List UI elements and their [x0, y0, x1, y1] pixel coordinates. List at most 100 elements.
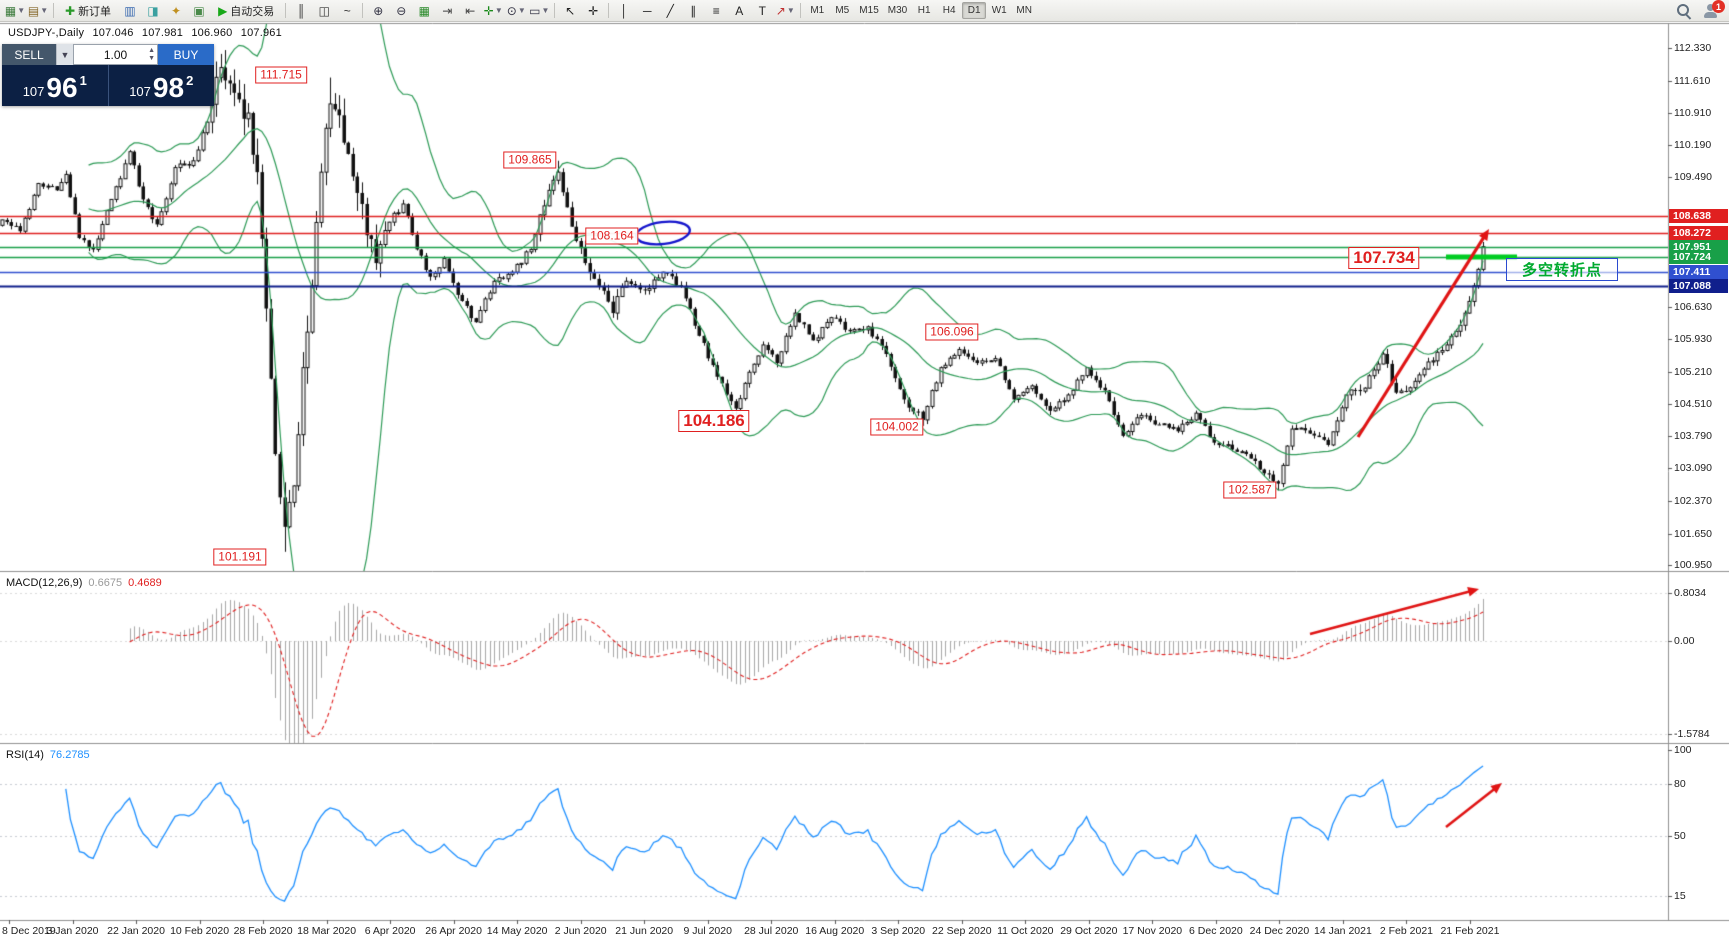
date-axis-label: 3 Jan 2020: [46, 925, 99, 937]
price-axis-label: 111.610: [1674, 74, 1711, 87]
price-annotation-label[interactable]: 106.096: [925, 323, 979, 341]
rsi-name: RSI(14): [6, 749, 44, 761]
price-axis-label: 105.930: [1674, 333, 1712, 345]
timeframe-m5-button[interactable]: M5: [835, 5, 850, 16]
indicators-button[interactable]: ✛ ▼: [482, 2, 504, 20]
volume-up-button[interactable]: ▲: [148, 47, 155, 54]
buy-button[interactable]: BUY: [158, 44, 214, 65]
trendline-icon: ╱: [666, 3, 674, 18]
new-order-button[interactable]: ✚ 新订单: [58, 2, 118, 20]
timeframe-mn-button[interactable]: MN: [1016, 5, 1032, 16]
new-chart-icon: ▦: [4, 3, 17, 18]
search-icon[interactable]: [1676, 3, 1692, 19]
date-axis-label: 8 Dec 2019: [2, 925, 56, 937]
macd-axis-label: -1.5784: [1674, 728, 1710, 741]
price-annotation-label[interactable]: 109.865: [503, 151, 557, 169]
price-annotation-label[interactable]: 111.715: [255, 66, 307, 84]
one-click-trading-panel: SELL ▼ 1.00 ▲ ▼ BUY 107 96 1 107 98 2: [2, 44, 214, 106]
community-account-icon[interactable]: 1: [1702, 0, 1725, 19]
templates-button-dropdown-icon[interactable]: ▼: [541, 6, 550, 15]
timeframe-w1-button[interactable]: W1: [991, 5, 1007, 16]
volume-spinner: ▲ ▼: [148, 47, 155, 63]
text-button[interactable]: A: [728, 2, 750, 20]
tile-windows-button[interactable]: ▦: [413, 2, 435, 20]
market-watch-button[interactable]: ▥: [119, 2, 141, 20]
periods-button-dropdown-icon[interactable]: ▼: [517, 6, 526, 15]
timeframe-m1-button[interactable]: M1: [810, 5, 825, 16]
vertical-line-button[interactable]: │: [613, 2, 635, 20]
timeframe-h4-button[interactable]: H4: [942, 5, 956, 16]
price-annotation-label[interactable]: 101.191: [213, 548, 267, 566]
price-annotation-label[interactable]: 104.002: [870, 418, 924, 436]
sell-price-button[interactable]: 107 96 1: [2, 65, 108, 106]
buy-price-button[interactable]: 107 98 2: [109, 65, 215, 106]
fibonacci-icon: ≡: [712, 3, 720, 18]
autotrade-button[interactable]: ▶ 自动交易: [211, 2, 281, 20]
new-chart-button-dropdown-icon[interactable]: ▼: [17, 6, 26, 15]
templates-button[interactable]: ▭ ▼: [528, 2, 550, 20]
navigator-button[interactable]: ✦: [165, 2, 187, 20]
navigator-icon: ✦: [171, 3, 182, 18]
auto-scroll-button[interactable]: ⇥: [436, 2, 458, 20]
zoom-out-button[interactable]: ⊖: [390, 2, 412, 20]
date-axis-label: 22 Sep 2020: [932, 925, 992, 937]
label-button[interactable]: T: [751, 2, 773, 20]
price-annotation-label[interactable]: 108.164: [585, 227, 639, 245]
rsi-axis-label: 80: [1674, 778, 1686, 791]
chart-info-line: USDJPY-,Daily 107.046 107.981 106.960 10…: [8, 27, 287, 39]
profiles-button-dropdown-icon[interactable]: ▼: [40, 6, 49, 15]
profiles-button[interactable]: ▤ ▼: [27, 2, 49, 20]
cursor-button[interactable]: ↖: [559, 2, 581, 20]
zoom-in-button[interactable]: ⊕: [367, 2, 389, 20]
fibonacci-button[interactable]: ≡: [705, 2, 727, 20]
channel-button[interactable]: ∥: [682, 2, 704, 20]
new-chart-button[interactable]: ▦ ▼: [4, 2, 26, 20]
timeframe-m15-button[interactable]: M15: [859, 5, 879, 16]
indicators-button-dropdown-icon[interactable]: ▼: [494, 6, 503, 15]
bar-chart-button[interactable]: ║: [290, 2, 312, 20]
timeframe-h1-button[interactable]: H1: [917, 5, 931, 16]
data-window-button[interactable]: ◨: [142, 2, 164, 20]
price-axis-label: 109.490: [1674, 171, 1712, 184]
price-annotation-label[interactable]: 104.186: [678, 410, 750, 432]
turning-point-label[interactable]: 多空转折点: [1506, 258, 1618, 281]
arrows-button-dropdown-icon[interactable]: ▼: [786, 6, 795, 15]
chart-shift-button[interactable]: ⇤: [459, 2, 481, 20]
line-chart-button[interactable]: ~: [336, 2, 358, 20]
volume-down-button[interactable]: ▼: [148, 55, 155, 62]
horizontal-line-button[interactable]: ─: [636, 2, 658, 20]
date-axis-label: 3 Sep 2020: [871, 925, 926, 937]
crosshair-button[interactable]: ✛: [582, 2, 604, 20]
arrows-icon: ↗: [775, 3, 786, 18]
trade-panel-price-row: 107 96 1 107 98 2: [2, 65, 214, 106]
price-axis-label: 110.190: [1674, 139, 1712, 152]
main-toolbar: ▦ ▼ ▤ ▼ ✚ 新订单 ▥ ◨ ✦ ▣ ▶ 自动交易 ║ ◫ ~ ⊕ ⊖ ▦ ⇥ ⇤ ✛ ▼ ⊙ ▼ ▭ ▼ ↖ ✛ │ ─ ╱ ∥ ≡ A T…: [0, 0, 1729, 22]
date-axis-label: 16 Aug 2020: [805, 925, 865, 937]
date-axis-label: 24 Dec 2020: [1249, 925, 1310, 937]
buy-price-head: 107: [129, 84, 151, 99]
notification-badge[interactable]: 1: [1712, 0, 1725, 13]
candlestick-chart-button[interactable]: ◫: [313, 2, 335, 20]
terminal-button[interactable]: ▣: [188, 2, 210, 20]
date-axis-label: 14 Jan 2021: [1314, 925, 1372, 937]
order-type-dropdown[interactable]: ▼: [56, 44, 73, 65]
price-annotation-label[interactable]: 102.587: [1223, 481, 1277, 499]
timeframe-d1-button[interactable]: D1: [962, 2, 987, 19]
volume-input[interactable]: 1.00 ▲ ▼: [73, 44, 158, 65]
date-axis-label: 9 Jul 2020: [683, 925, 732, 937]
price-annotation-label[interactable]: 107.734: [1348, 247, 1420, 269]
price-axis-label: 103.090: [1674, 462, 1712, 475]
price-axis-label: 102.370: [1674, 494, 1712, 507]
toolbar-separator: [285, 3, 287, 18]
toolbar-separator: [554, 3, 556, 18]
auto-scroll-icon: ⇥: [442, 3, 453, 18]
periods-button[interactable]: ⊙ ▼: [505, 2, 527, 20]
sell-button[interactable]: SELL: [2, 44, 56, 65]
arrows-button[interactable]: ↗ ▼: [774, 2, 796, 20]
trendline-button[interactable]: ╱: [659, 2, 681, 20]
vertical-line-icon: │: [620, 3, 629, 18]
date-axis-label: 28 Feb 2020: [233, 925, 293, 937]
timeframe-m30-button[interactable]: M30: [887, 5, 908, 16]
